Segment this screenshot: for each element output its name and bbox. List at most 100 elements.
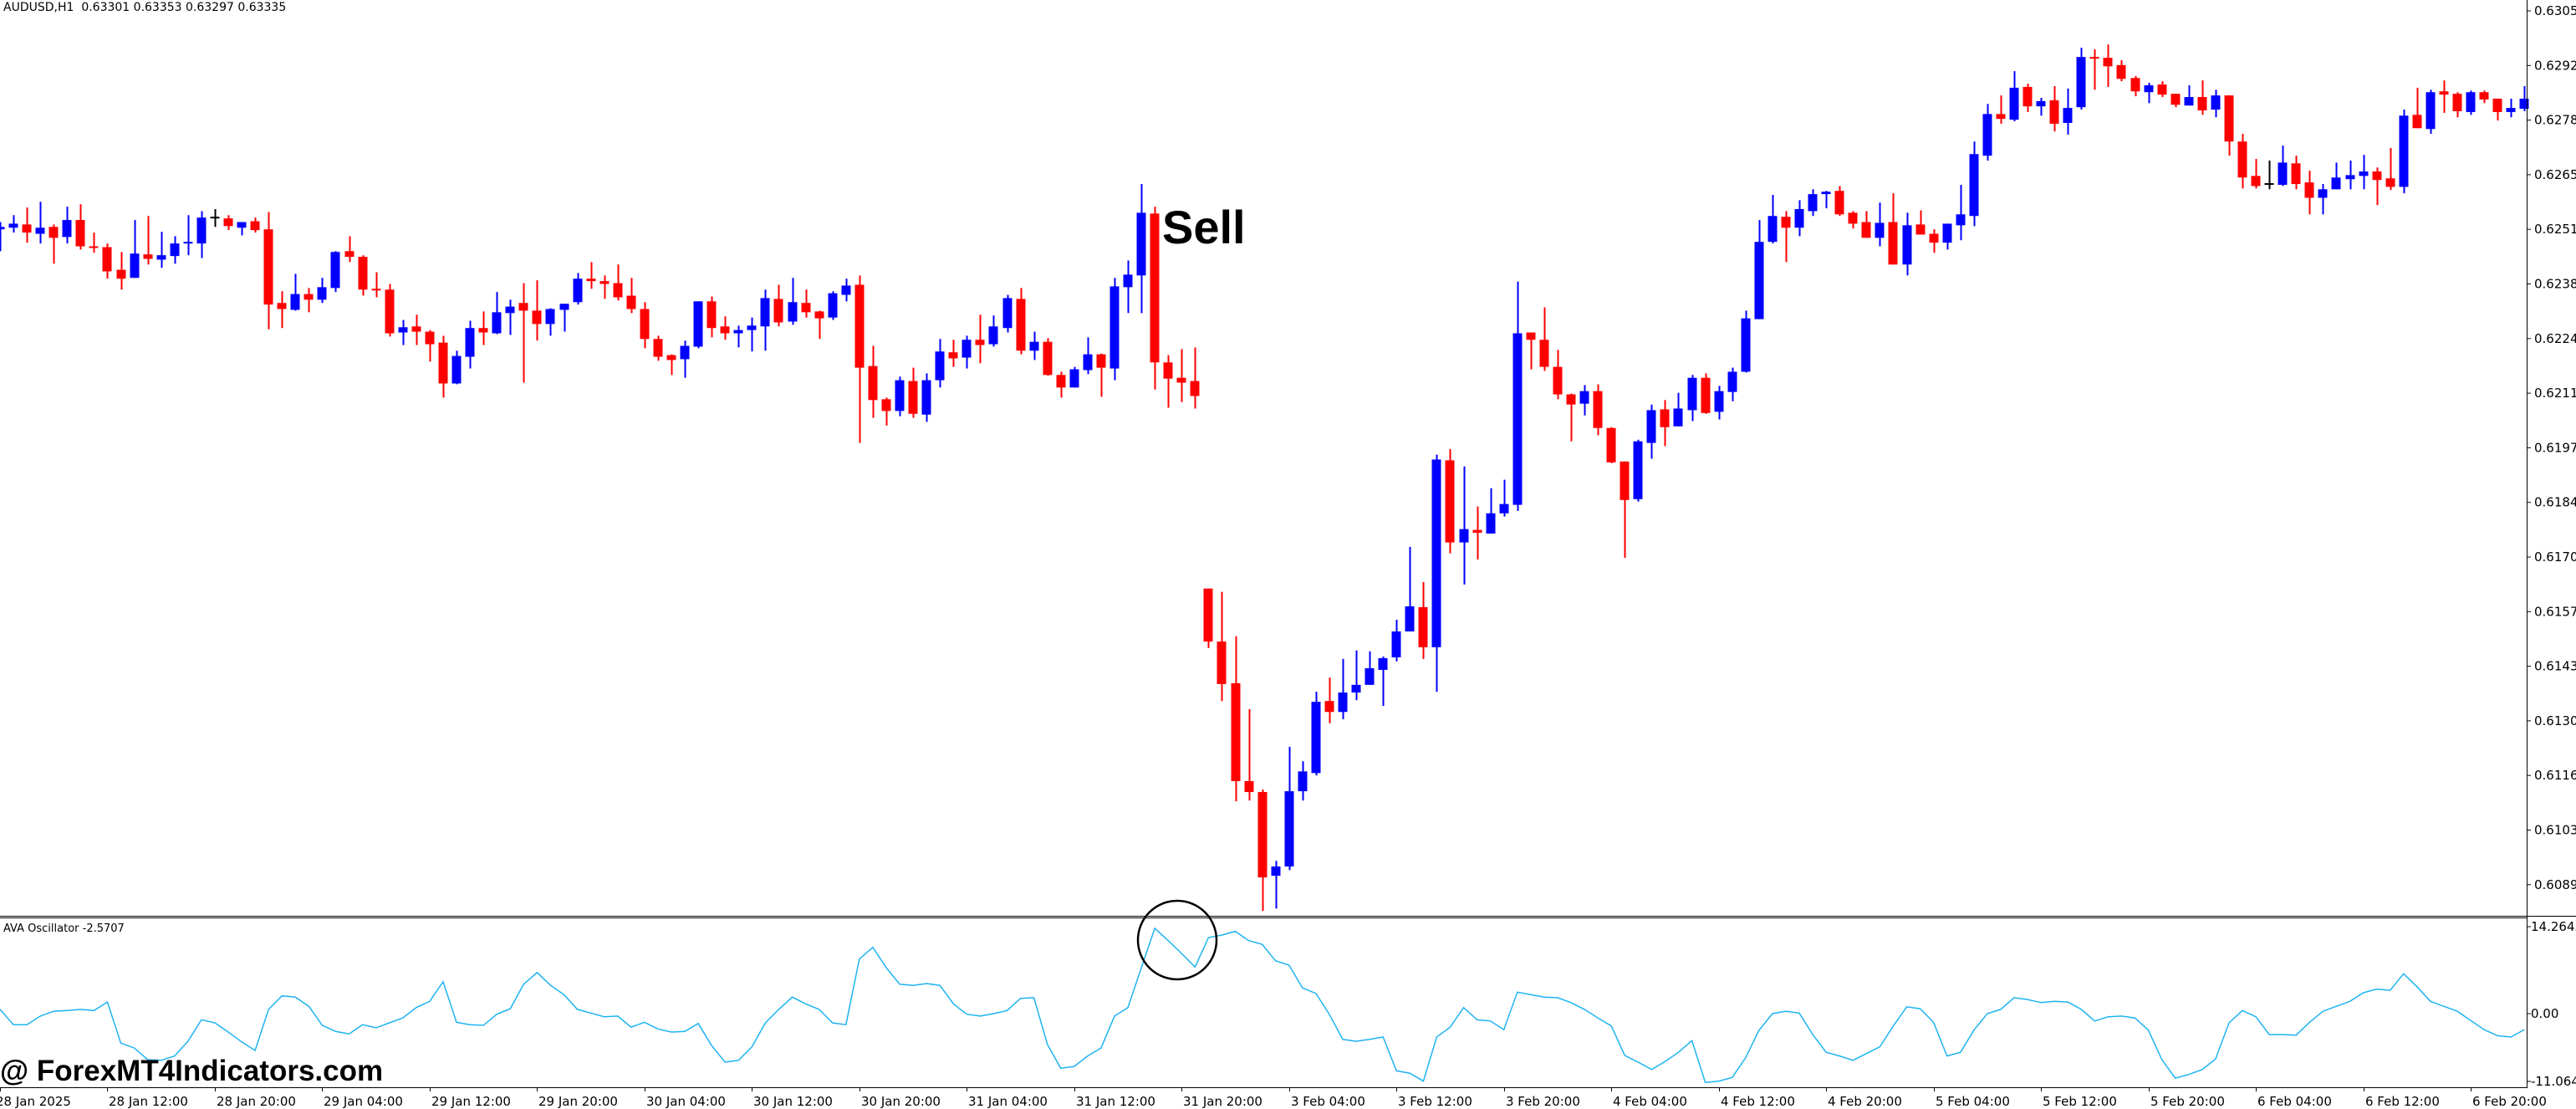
time-axis[interactable]: 28 Jan 2025 28 Jan 12:00 28 Jan 20:00 29 Ja… <box>0 1087 2547 1109</box>
candle <box>2089 49 2099 90</box>
time-tick-label: 6 Feb 12:00 <box>2365 1094 2440 1109</box>
candle <box>35 202 45 244</box>
price-tick-label: 0.61705 <box>2534 549 2576 565</box>
candle <box>1405 546 1415 631</box>
candle <box>599 275 610 299</box>
time-tick-label: 29 Jan 04:00 <box>324 1094 403 1109</box>
candlestick-series <box>0 44 2529 912</box>
candle <box>653 335 663 361</box>
time-tick-label: 5 Feb 04:00 <box>1936 1094 2010 1109</box>
candle <box>935 339 945 388</box>
candle <box>2009 71 2019 122</box>
candle <box>62 207 72 244</box>
candle <box>1311 692 1321 776</box>
candle <box>2076 48 2086 110</box>
candle <box>2426 89 2436 135</box>
candle <box>613 264 623 301</box>
candle <box>1445 448 1455 554</box>
price-tick-label: 0.61435 <box>2534 659 2576 674</box>
candle <box>2506 98 2516 118</box>
candle <box>2372 167 2382 206</box>
oscillator-axis[interactable]: 14.2645 0.00 -11.064 <box>2527 919 2576 1089</box>
candle <box>1512 281 1523 511</box>
time-tick-label: 6 Feb 04:00 <box>2257 1094 2332 1109</box>
time-tick-label: 29 Jan 20:00 <box>538 1094 618 1109</box>
candle <box>1714 386 1724 420</box>
candle <box>988 315 998 347</box>
candle <box>1109 278 1120 381</box>
time-tick-label: 30 Jan 20:00 <box>861 1094 941 1109</box>
candle <box>2492 98 2502 121</box>
candle <box>1123 260 1133 314</box>
candle <box>532 280 542 341</box>
candle <box>1499 479 1509 517</box>
candle <box>518 283 528 383</box>
candle <box>1875 202 1885 247</box>
time-tick-label: 4 Feb 12:00 <box>1721 1094 1795 1109</box>
candle <box>143 216 153 265</box>
candle <box>411 314 421 345</box>
candle <box>1338 658 1348 719</box>
candle <box>868 345 878 418</box>
candle <box>962 335 972 369</box>
candle <box>841 279 851 302</box>
candle <box>747 317 757 352</box>
watermark: @ ForexMT4Indicators.com <box>0 1055 384 1087</box>
symbol-timeframe: AUDUSD,H1 <box>3 1 74 14</box>
oscillator-tick-label: -11.064 <box>2531 1074 2576 1089</box>
candle <box>1257 790 1268 912</box>
candle <box>2318 184 2328 215</box>
price-tick-label: 0.61165 <box>2534 768 2576 783</box>
candle <box>1593 384 1603 436</box>
candle <box>2023 84 2033 112</box>
price-tick-label: 0.62785 <box>2534 113 2576 128</box>
candle <box>814 310 824 340</box>
candle <box>358 255 368 296</box>
candle <box>2197 80 2207 115</box>
time-tick-label: 28 Jan 12:00 <box>109 1094 188 1109</box>
candle <box>1888 193 1898 265</box>
candle <box>1244 708 1254 801</box>
candle <box>263 212 273 330</box>
candle <box>1365 651 1375 685</box>
candle <box>1687 375 1697 422</box>
candle <box>438 335 448 398</box>
candle <box>1673 392 1683 427</box>
candle <box>1660 400 1670 447</box>
price-tick-label: 0.62245 <box>2534 331 2576 346</box>
time-tick-label: 5 Feb 12:00 <box>2043 1094 2117 1109</box>
candle <box>250 217 260 233</box>
candle <box>1620 461 1630 558</box>
candle <box>773 284 783 327</box>
candle <box>1431 454 1441 692</box>
candle <box>1553 350 1563 400</box>
candle <box>1633 439 1643 502</box>
candle <box>2304 171 2314 215</box>
candle <box>1701 373 1711 414</box>
oscillator-line <box>0 927 2525 1084</box>
candle <box>2291 156 2301 190</box>
candle <box>1646 404 1656 459</box>
candle <box>344 236 355 263</box>
candle <box>760 289 770 351</box>
candle <box>908 367 918 418</box>
candle <box>2130 75 2140 97</box>
time-tick-label: 31 Jan 04:00 <box>968 1094 1048 1109</box>
time-tick-label: 3 Feb 20:00 <box>1506 1094 1580 1109</box>
candle <box>1096 353 1106 397</box>
candle <box>89 233 99 253</box>
candle <box>2479 90 2489 104</box>
candle <box>545 308 555 336</box>
ohlc-values: 0.63301 0.63353 0.63297 0.63335 <box>81 1 287 14</box>
candle <box>1982 104 1992 161</box>
candle <box>1271 861 1281 909</box>
